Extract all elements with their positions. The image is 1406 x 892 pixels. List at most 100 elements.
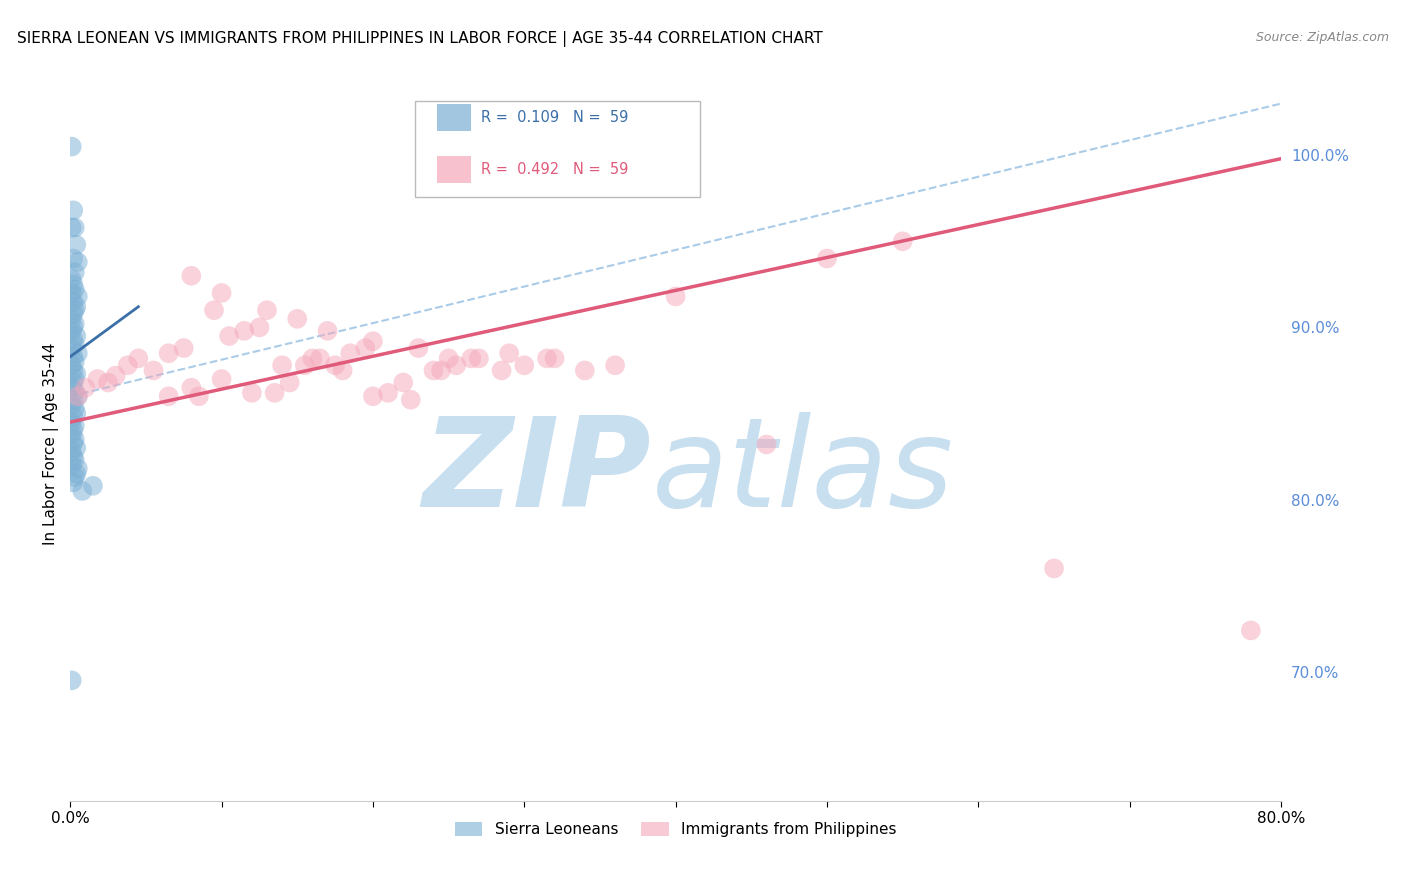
Point: [316, 324, 339, 338]
Point: [202, 303, 225, 318]
Text: Source: ZipAtlas.com: Source: ZipAtlas.com: [1256, 31, 1389, 45]
Point: [62, 294, 84, 309]
Point: [60, 359, 83, 373]
Text: R =  0.492   N =  59: R = 0.492 N = 59: [481, 161, 628, 177]
Point: [399, 392, 422, 407]
Point: [301, 351, 323, 366]
Point: [60, 139, 83, 153]
Point: [63, 337, 86, 351]
Point: [339, 346, 361, 360]
Point: [543, 351, 565, 366]
Point: [62, 320, 84, 334]
Point: [104, 368, 127, 383]
Point: [63, 453, 86, 467]
Point: [62, 435, 84, 450]
Point: [323, 359, 346, 373]
Point: [127, 351, 149, 366]
Point: [62, 376, 84, 390]
Point: [60, 398, 83, 412]
Point: [62, 450, 84, 464]
Bar: [437, 103, 471, 130]
Point: [62, 307, 84, 321]
Point: [60, 220, 83, 235]
Point: [62, 277, 84, 292]
Point: [332, 363, 354, 377]
Point: [65, 329, 87, 343]
Point: [63, 220, 86, 235]
Point: [361, 389, 384, 403]
Legend: Sierra Leoneans, Immigrants from Philippines: Sierra Leoneans, Immigrants from Philipp…: [449, 816, 903, 843]
Point: [498, 346, 520, 360]
Point: [97, 376, 120, 390]
Point: [82, 479, 104, 493]
Point: [354, 341, 377, 355]
Point: [444, 359, 467, 373]
Bar: [437, 156, 471, 183]
Point: [62, 350, 84, 364]
Point: [66, 346, 89, 360]
Point: [249, 320, 271, 334]
Y-axis label: In Labor Force | Age 35-44: In Labor Force | Age 35-44: [44, 343, 59, 545]
Point: [60, 427, 83, 442]
Point: [62, 424, 84, 438]
Point: [65, 441, 87, 455]
Point: [361, 334, 384, 348]
Point: [60, 341, 83, 355]
Point: [62, 392, 84, 407]
Point: [60, 272, 83, 286]
Point: [72, 483, 94, 498]
Point: [66, 255, 89, 269]
Point: [468, 351, 491, 366]
Point: [309, 351, 332, 366]
Point: [377, 385, 399, 400]
Point: [211, 372, 233, 386]
Point: [62, 363, 84, 377]
Point: [437, 351, 460, 366]
Point: [891, 235, 914, 249]
Point: [294, 359, 316, 373]
Point: [60, 285, 83, 300]
Point: [187, 389, 209, 403]
Point: [62, 475, 84, 490]
Point: [574, 363, 596, 377]
Point: [60, 444, 83, 458]
Point: [173, 341, 195, 355]
Point: [233, 324, 256, 338]
Point: [62, 409, 84, 424]
Point: [66, 389, 89, 403]
Point: [218, 329, 240, 343]
Point: [65, 300, 87, 314]
Point: [211, 285, 233, 300]
Point: [157, 346, 180, 360]
Point: [513, 359, 536, 373]
FancyBboxPatch shape: [415, 101, 700, 197]
Point: [815, 252, 838, 266]
Point: [180, 381, 202, 395]
Point: [60, 311, 83, 326]
Point: [117, 359, 139, 373]
Point: [63, 283, 86, 297]
Point: [65, 367, 87, 381]
Point: [63, 470, 86, 484]
Point: [65, 407, 87, 421]
Text: R =  0.109   N =  59: R = 0.109 N = 59: [481, 110, 628, 125]
Point: [460, 351, 482, 366]
Point: [66, 389, 89, 403]
Point: [86, 372, 108, 386]
Point: [603, 359, 626, 373]
Point: [60, 415, 83, 429]
Point: [65, 467, 87, 481]
Point: [60, 324, 83, 338]
Text: SIERRA LEONEAN VS IMMIGRANTS FROM PHILIPPINES IN LABOR FORCE | AGE 35-44 CORRELA: SIERRA LEONEAN VS IMMIGRANTS FROM PHILIP…: [17, 31, 823, 47]
Point: [240, 385, 263, 400]
Point: [60, 458, 83, 472]
Point: [63, 372, 86, 386]
Point: [430, 363, 453, 377]
Point: [755, 437, 778, 451]
Text: ZIP: ZIP: [423, 412, 651, 533]
Point: [62, 203, 84, 218]
Point: [63, 433, 86, 447]
Point: [536, 351, 558, 366]
Point: [157, 389, 180, 403]
Point: [392, 376, 415, 390]
